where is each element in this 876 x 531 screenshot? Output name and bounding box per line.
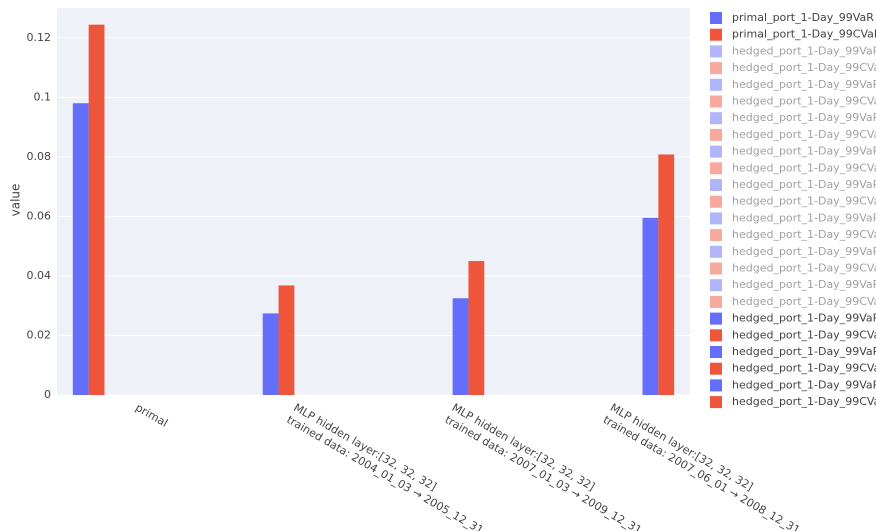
bar [278, 285, 295, 395]
legend-item[interactable]: hedged_port_1-Day_99VaR [710, 44, 876, 58]
plot-area [57, 8, 690, 395]
legend-swatch [710, 179, 722, 191]
legend-swatch [710, 346, 722, 358]
legend-label: hedged_port_1-Day_99VaR [732, 378, 876, 391]
y-tick-label: 0.06 [27, 209, 52, 222]
legend-label: hedged_port_1-Day_99VaR [732, 178, 876, 191]
bar [658, 154, 675, 395]
legend-label: hedged_port_1-Day_99CVaR [732, 295, 876, 308]
y-tick-label: 0.08 [27, 150, 52, 163]
legend-item[interactable]: hedged_port_1-Day_99VaR [710, 211, 876, 225]
legend-swatch [710, 212, 722, 225]
legend-label: hedged_port_1-Day_99VaR [732, 111, 876, 124]
legend-item[interactable]: hedged_port_1-Day_99CVaR [710, 295, 876, 308]
legend-swatch [710, 12, 722, 24]
legend-swatch [710, 78, 722, 91]
legend-swatch [710, 28, 722, 41]
legend-swatch [710, 195, 722, 208]
legend-swatch [710, 379, 722, 392]
y-tick-label: 0 [44, 388, 51, 401]
legend-swatch [710, 329, 722, 342]
legend-item[interactable]: hedged_port_1-Day_99VaR [710, 245, 876, 258]
legend-item[interactable]: hedged_port_1-Day_99CVaR [710, 95, 876, 108]
legend-label: hedged_port_1-Day_99CVaR [732, 161, 876, 174]
legend-label: hedged_port_1-Day_99VaR [732, 44, 876, 57]
legend-item[interactable]: hedged_port_1-Day_99CVaR [710, 195, 876, 208]
legend-item[interactable]: hedged_port_1-Day_99VaR [710, 178, 876, 191]
y-tick-label: 0.1 [34, 90, 52, 103]
legend-item[interactable]: hedged_port_1-Day_99CVaR [710, 61, 876, 75]
legend-swatch [710, 45, 722, 58]
legend-item[interactable]: hedged_port_1-Day_99CVaR [710, 395, 876, 409]
bar [88, 24, 105, 395]
legend-swatch [710, 245, 722, 258]
legend-label: primal_port_1-Day_99CVaR [732, 28, 876, 41]
legend-label: hedged_port_1-Day_99CVaR [732, 262, 876, 275]
legend-label: hedged_port_1-Day_99CVaR [732, 95, 876, 108]
legend-label: hedged_port_1-Day_99VaR [732, 78, 876, 91]
x-tick-label-line: trained data: 2007_06_01 → 2008_12_31 [601, 413, 802, 531]
bar [468, 261, 485, 395]
legend-item[interactable]: hedged_port_1-Day_99VaR [710, 145, 876, 158]
legend-swatch [710, 262, 722, 275]
legend-item[interactable]: hedged_port_1-Day_99CVaR [710, 328, 876, 342]
x-tick-label-line: MLP hidden layer:[32, 32, 32] [608, 401, 755, 494]
legend-label: hedged_port_1-Day_99CVaR [732, 195, 876, 208]
legend-label: hedged_port_1-Day_99CVaR [732, 128, 876, 141]
legend-label: hedged_port_1-Day_99VaR [732, 211, 876, 224]
legend-item[interactable]: hedged_port_1-Day_99CVaR [710, 128, 876, 141]
y-tick-label: 0.02 [27, 328, 52, 341]
x-tick-label-line: primal [133, 401, 170, 430]
legend-item[interactable]: hedged_port_1-Day_99CVaR [710, 362, 876, 375]
legend-item[interactable]: hedged_port_1-Day_99VaR [710, 111, 876, 125]
legend-swatch [710, 162, 722, 175]
legend-label: hedged_port_1-Day_99CVaR [732, 328, 876, 341]
legend-swatch [710, 229, 722, 242]
bar [452, 298, 469, 395]
y-tick-label: 0.12 [27, 31, 52, 44]
y-axis-title: value [9, 184, 23, 217]
legend-swatch [710, 128, 722, 141]
legend-label: hedged_port_1-Day_99VaR [732, 312, 876, 325]
legend-swatch [710, 95, 722, 108]
legend-label: hedged_port_1-Day_99VaR [732, 245, 876, 258]
legend-item[interactable]: primal_port_1-Day_99CVaR [710, 28, 876, 41]
legend-item[interactable]: hedged_port_1-Day_99VaR [710, 278, 876, 292]
legend-item[interactable]: hedged_port_1-Day_99CVaR [710, 262, 876, 275]
legend-item[interactable]: hedged_port_1-Day_99VaR [710, 78, 876, 91]
legend-swatch [710, 112, 722, 125]
legend-swatch [710, 362, 722, 375]
legend-swatch [710, 312, 722, 325]
legend-item[interactable]: hedged_port_1-Day_99VaR [710, 312, 876, 325]
legend-label: hedged_port_1-Day_99CVaR [732, 395, 876, 408]
legend-item[interactable]: hedged_port_1-Day_99CVaR [710, 228, 876, 242]
legend-swatch [710, 279, 722, 292]
bar [72, 103, 89, 395]
x-tick-label-line: MLP hidden layer:[32, 32, 32] [450, 401, 597, 494]
y-tick-label: 0.04 [27, 269, 52, 282]
legend-swatch [710, 396, 722, 409]
legend-item[interactable]: hedged_port_1-Day_99CVaR [710, 161, 876, 175]
legend-label: hedged_port_1-Day_99CVaR [732, 228, 876, 241]
legend-label: primal_port_1-Day_99VaR [732, 11, 874, 24]
legend-label: hedged_port_1-Day_99CVaR [732, 61, 876, 74]
legend-label: hedged_port_1-Day_99VaR [732, 278, 876, 291]
legend-label: hedged_port_1-Day_99VaR [732, 345, 876, 358]
legend-label: hedged_port_1-Day_99VaR [732, 145, 876, 158]
bar [642, 217, 659, 395]
legend-label: hedged_port_1-Day_99CVaR [732, 362, 876, 375]
x-tick-label: MLP hidden layer:[32, 32, 32]trained dat… [601, 401, 802, 531]
bar [262, 313, 279, 395]
legend-item[interactable]: hedged_port_1-Day_99VaR [710, 345, 876, 358]
x-tick-label-line: MLP hidden layer:[32, 32, 32] [291, 401, 438, 494]
legend-item[interactable]: primal_port_1-Day_99VaR [710, 11, 874, 24]
x-tick-label: primal [133, 401, 170, 430]
legend-swatch [710, 62, 722, 75]
legend-item[interactable]: hedged_port_1-Day_99VaR [710, 378, 876, 392]
legend-swatch [710, 295, 722, 308]
legend-swatch [710, 145, 722, 158]
